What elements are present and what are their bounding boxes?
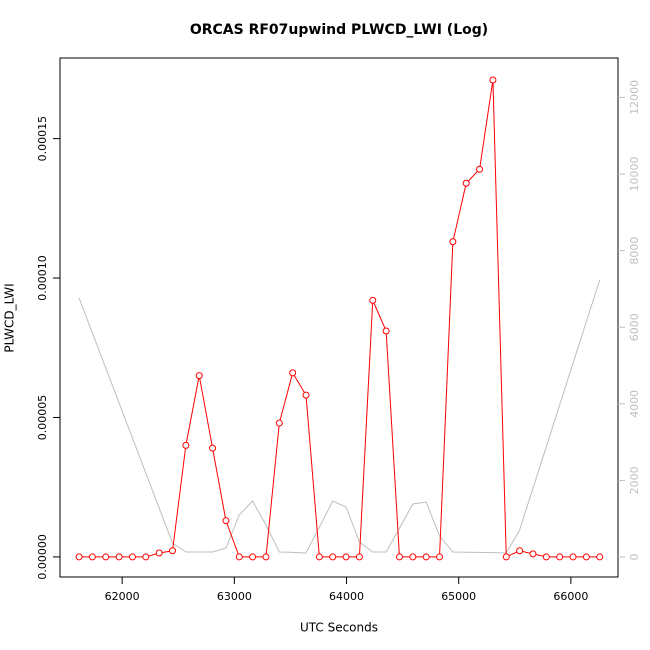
y2-tick-label: 6000 [628, 313, 641, 341]
plot-frame [59, 57, 619, 578]
point [155, 549, 163, 557]
point [142, 553, 150, 561]
y2-tick-label: 10000 [628, 157, 641, 192]
point [315, 553, 323, 561]
point [569, 553, 577, 561]
x-tick-label: 62000 [105, 590, 140, 603]
point [476, 165, 484, 173]
y2-tick-label: 0 [628, 554, 641, 561]
point [128, 553, 136, 561]
point [422, 553, 430, 561]
point [182, 441, 190, 449]
point [195, 372, 203, 380]
point [556, 553, 564, 561]
y2-tick-label: 8000 [628, 237, 641, 265]
y-axis-label: PLWCD_LWI [3, 283, 17, 352]
point [115, 553, 123, 561]
point [436, 553, 444, 561]
x-axis-label: UTC Seconds [300, 621, 378, 635]
point [88, 553, 96, 561]
point [329, 553, 337, 561]
point [289, 369, 297, 377]
point [449, 238, 457, 246]
y-tick-label: 0.00000 [36, 534, 49, 580]
point [222, 517, 230, 525]
y2-tick-label: 4000 [628, 390, 641, 418]
x-tick-label: 63000 [217, 590, 252, 603]
point [302, 391, 310, 399]
point [409, 553, 417, 561]
series-line [78, 279, 601, 554]
point [596, 553, 604, 561]
point [382, 327, 390, 335]
point [489, 76, 497, 84]
point [262, 553, 270, 561]
point [502, 553, 510, 561]
point [169, 547, 177, 555]
chart-title: ORCAS RF07upwind PLWCD_LWI (Log) [190, 22, 488, 38]
point [355, 553, 363, 561]
point [209, 444, 217, 452]
x-tick-label: 65000 [441, 590, 476, 603]
series-line [79, 79, 600, 558]
x-tick-label: 64000 [329, 590, 364, 603]
point [529, 550, 537, 558]
y2-tick-label: 2000 [628, 466, 641, 494]
x-tick-label: 66000 [553, 590, 588, 603]
point [235, 553, 243, 561]
y-tick-label: 0.00010 [36, 255, 49, 301]
point [395, 553, 403, 561]
y-tick-label: 0.00005 [36, 395, 49, 441]
point [369, 296, 377, 304]
point [582, 553, 590, 561]
point [102, 553, 110, 561]
y-tick-label: 0.00015 [36, 116, 49, 162]
point [75, 553, 83, 561]
point [516, 547, 524, 555]
y2-tick-label: 12000 [628, 80, 641, 115]
point [275, 419, 283, 427]
point [542, 553, 550, 561]
point [342, 553, 350, 561]
point [462, 179, 470, 187]
point [249, 553, 257, 561]
